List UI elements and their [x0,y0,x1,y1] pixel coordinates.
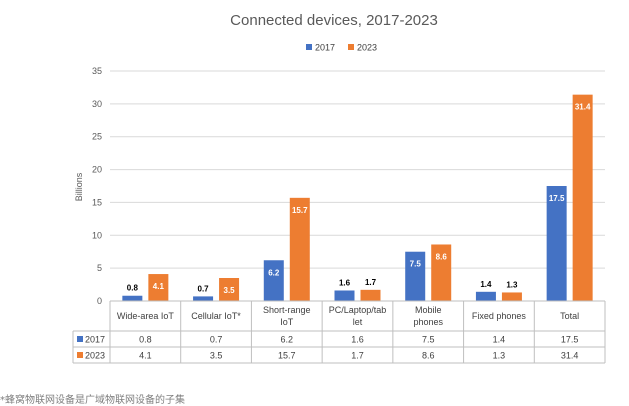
data-label-2023: 8.6 [436,252,448,261]
table-cell-2023: 1.3 [493,351,506,361]
data-label-2023: 4.1 [153,282,165,291]
data-labels: 0.8 4.1 0.7 3.5 6.2 15.7 1.6 1.7 7.5 8.6 1.4 1.3 17.… [127,103,591,295]
y-tick-label: 30 [92,99,102,109]
data-label-2017: 17.5 [549,194,565,203]
table-cell-2017: 6.2 [281,335,294,345]
footnote: *蜂窝物联网设备是广域物联网设备的子集 [0,395,185,406]
bar-2017 [334,290,355,301]
table-cell-2023: 3.5 [210,351,223,361]
category-label: Cellular IoT* [191,311,241,321]
chart-title: Connected devices, 2017-2023 [230,12,438,29]
table-cell-2017: 17.5 [561,335,579,345]
table-cell-2017: 7.5 [422,335,435,345]
data-label-2017: 7.5 [410,260,422,269]
category-label: Short-range IoT [263,305,311,327]
bar-2017 [546,186,567,301]
y-tick-label: 35 [92,66,102,76]
y-tick-label: 15 [92,197,102,207]
y-tick-label: 25 [92,132,102,142]
legend-swatch-2017 [306,44,312,50]
table-cell-2017: 0.8 [139,335,152,345]
bar-2017 [405,251,426,301]
table-cell-2023: 4.1 [139,351,152,361]
y-axis-label: Billions [74,172,84,201]
bar-2023 [431,244,452,301]
bar-2023 [289,197,310,301]
table-cell-2023: 31.4 [561,351,579,361]
legend-label-2017: 2017 [315,43,335,53]
bar-2023 [572,94,593,302]
bar-2023 [501,292,522,301]
bar-2023 [148,274,169,301]
y-axis-ticks: 0 5 10 15 20 25 30 35 [92,66,102,306]
data-label-2017: 1.6 [339,278,351,287]
category-label: Total [560,311,579,321]
y-tick-label: 10 [92,230,102,240]
data-label-2023: 15.7 [292,206,308,215]
category-label: Wide-area IoT [117,311,175,321]
bar-2023 [360,289,381,301]
row-key-2023 [77,352,83,358]
data-label-2023: 1.3 [506,280,518,289]
row-label-2017: 2017 [85,335,105,345]
y-tick-label: 20 [92,165,102,175]
bar-2017 [263,260,284,301]
data-label-2017: 1.4 [480,280,492,289]
data-label-2023: 3.5 [224,286,236,295]
bar-2023 [219,278,240,301]
bars [122,94,593,302]
gridlines [110,70,605,302]
y-tick-label: 5 [97,263,102,273]
category-label: Mobile phones [413,305,443,327]
table-cell-2023: 8.6 [422,351,435,361]
bar-chart: Connected devices, 2017-2023 2017 2023 Bi… [72,12,606,364]
legend: 2017 2023 [306,43,377,53]
legend-swatch-2023 [348,44,354,50]
legend-label-2023: 2023 [357,43,377,53]
table-cell-2017: 0.7 [210,335,223,345]
data-label-2023: 31.4 [575,103,591,112]
y-tick-label: 0 [97,296,102,306]
data-label-2017: 0.7 [198,284,210,293]
table-cell-2017: 1.4 [493,335,506,345]
bar-2017 [193,296,214,301]
data-table: Wide-area IoT Cellular IoT* Short-range IoT… [72,300,606,364]
table-cell-2023: 1.7 [351,351,364,361]
row-key-2017 [77,336,83,342]
table-cell-2023: 15.7 [278,351,296,361]
category-label: PC/Laptop/tab let [329,305,387,327]
bar-2017 [122,295,143,301]
data-label-2023: 1.7 [365,278,377,287]
data-label-2017: 6.2 [268,268,280,277]
data-label-2017: 0.8 [127,284,139,293]
category-label: Fixed phones [472,311,527,321]
row-label-2023: 2023 [85,351,105,361]
table-cell-2017: 1.6 [351,335,364,345]
bar-2017 [475,291,496,301]
